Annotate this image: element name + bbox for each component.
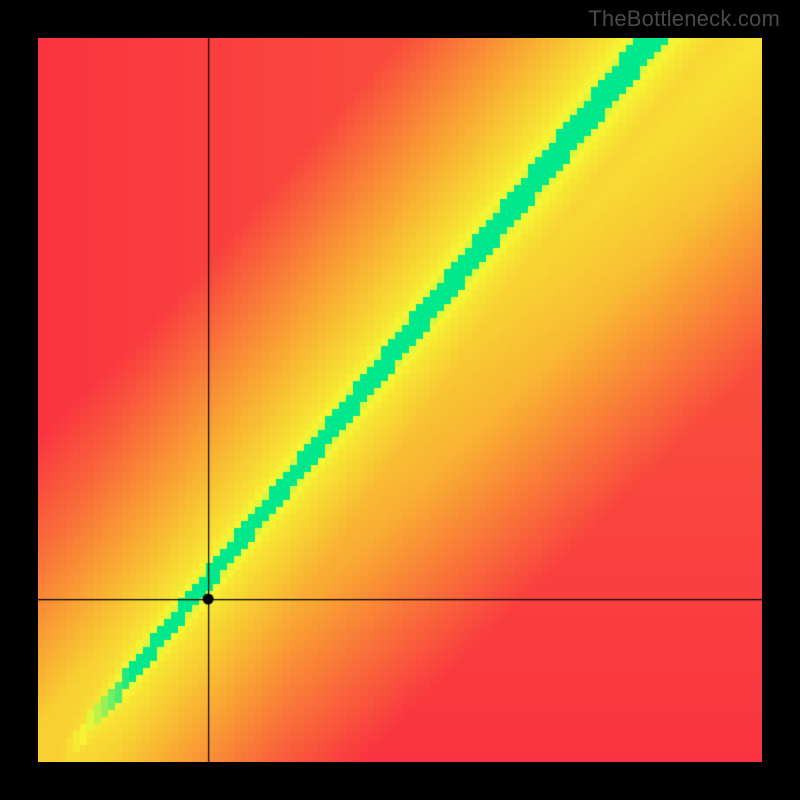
watermark-text: TheBottleneck.com: [588, 6, 780, 32]
heatmap-canvas: [38, 38, 762, 762]
heatmap-plot-container: [38, 38, 762, 762]
